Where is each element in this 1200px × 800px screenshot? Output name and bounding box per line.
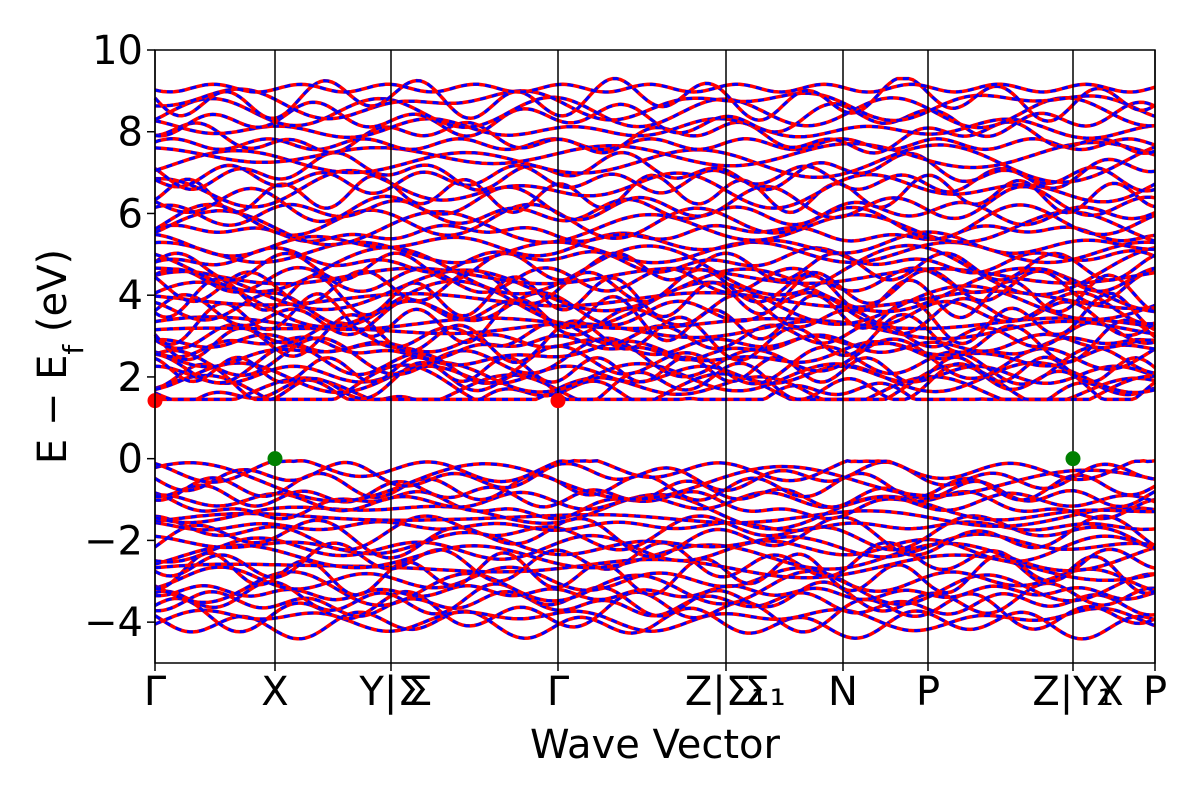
band-lines [153,76,1157,641]
y-tick-label: 8 [118,110,143,156]
band-line-spin-down [154,95,1156,130]
band-line-spin-up [154,506,1156,529]
band-line-spin-down [154,223,1156,243]
y-tick-label: 2 [118,355,143,401]
y-axis-label: E − Ef (eV) [30,249,90,464]
x-tick-label: Γ [547,669,570,715]
band-line-spin-down [154,100,1156,138]
band-line-spin-down [154,460,1156,493]
y-axis-ticks: −4 −2 0 2 4 6 8 10 [84,28,155,646]
band-line-spin-down [154,606,1156,641]
band-line-spin-down [154,459,1156,484]
band-line-spin-down [154,184,1156,224]
band-line-spin-down [154,82,1156,94]
band-line-spin-down [154,246,1156,275]
y-tick-label: 10 [92,28,143,74]
band-line-spin-up [154,168,1156,210]
x-tick-label: N [828,669,858,715]
band-line-spin-down [154,117,1156,140]
band-line-spin-down [154,461,1156,503]
band-line-spin-down [155,551,1156,597]
x-tick-label: P [1143,669,1167,715]
band-line-spin-down [155,590,1156,618]
band-line-spin-down [154,293,1156,338]
band-line-spin-down [154,606,1156,633]
band-line-spin-down [154,520,1156,533]
band-edge-marker [550,393,566,409]
x-tick-label: P [916,669,940,715]
y-tick-label: 4 [118,273,143,319]
x-tick-label: Σ₁ [744,669,785,715]
band-line-spin-down [153,291,1156,346]
band-edge-markers [147,393,1081,467]
band-line-spin-down [154,87,1156,123]
x-tick-label: Z|Y₁ [1032,669,1113,715]
band-line-spin-down [154,584,1156,602]
band-line-spin-down [154,514,1156,560]
band-line-spin-down [154,151,1156,192]
band-line-spin-down [154,590,1156,634]
band-line-spin-up [154,120,1156,155]
x-tick-label: Y|Σ [358,669,422,715]
band-line-spin-down [154,143,1156,184]
band-line-spin-down [154,565,1156,593]
band-edge-marker [267,451,283,467]
band-line-spin-down [154,230,1156,258]
band-line-spin-up [154,197,1156,227]
x-tick-label: X [261,669,288,715]
band-line-spin-down [154,273,1156,320]
band-line-spin-down [154,569,1156,607]
band-line-spin-down [154,580,1156,618]
band-line-spin-down [154,141,1156,169]
band-line-spin-down [154,479,1156,509]
y-tick-label: 0 [118,437,143,483]
y-tick-label: −4 [84,600,143,646]
band-line-spin-down [154,332,1156,357]
band-line-spin-down [154,268,1155,306]
band-line-spin-down [154,251,1156,282]
plot-frame [154,49,1156,664]
band-line-spin-down [154,266,1156,286]
y-tick-label: −2 [84,518,143,564]
band-line-spin-down [154,490,1156,513]
band-line-spin-down [153,77,1156,123]
band-edge-marker [1065,451,1081,467]
band-line-spin-down [154,197,1156,227]
band-line-spin-down [153,313,1156,364]
x-tick-label: Z|Σ₁ [685,669,767,715]
x-tick-label: X [1096,669,1123,715]
band-line-spin-down [154,202,1156,241]
x-axis-label: Wave Vector [530,722,781,768]
band-line-spin-down [154,541,1156,573]
x-tick-label: Γ [144,669,167,715]
band-line-spin-down [154,163,1156,195]
band-line-spin-down [154,290,1156,327]
y-tick-label: 6 [118,191,143,237]
band-line-spin-up [154,208,1156,247]
x-tick-label: Σ [407,669,432,715]
band-line-spin-down [154,514,1156,552]
band-line-spin-down [154,363,1155,401]
